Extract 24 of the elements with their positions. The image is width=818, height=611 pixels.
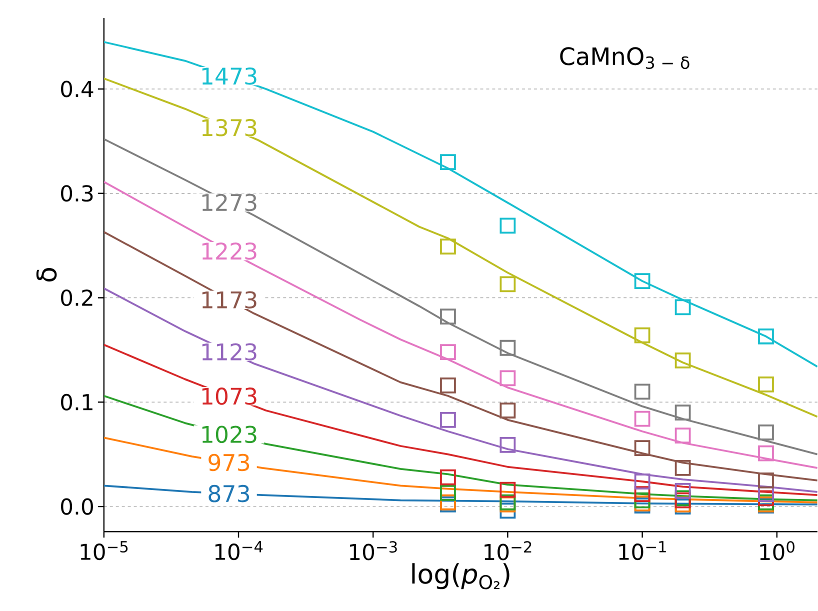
series-label: 1273	[202, 194, 256, 212]
annotation: CaMnO$_{3 − δ}$	[560, 47, 690, 70]
y-tick-label: 0.3	[61, 185, 93, 202]
x-tick-label: 10$^{−5}$	[80, 541, 128, 560]
y-tick-label: 0.2	[61, 290, 92, 306]
series-label: 1023	[202, 426, 256, 444]
x-tick-label: 10$^{−4}$	[215, 541, 263, 560]
series-label: 1473	[202, 68, 256, 85]
y-tick-label: 0.0	[61, 498, 93, 516]
series-label: 1373	[202, 119, 256, 137]
series-label: 873	[208, 485, 250, 502]
x-tick-label: 10$^{0}$	[760, 541, 794, 561]
x-tick-label: 10$^{−3}$	[350, 541, 397, 561]
series-label: 1123	[202, 343, 256, 361]
x-tick-label: 10$^{−1}$	[619, 541, 666, 560]
y-axis-title: δ	[36, 268, 57, 282]
y-tick-label: 0.1	[61, 394, 92, 411]
series-label: 1223	[202, 242, 256, 260]
series-label: 1173	[202, 291, 256, 309]
series-label: 1073	[202, 388, 256, 406]
x-tick-label: 10$^{−2}$	[484, 541, 532, 561]
x-axis-title: log(p$_{O₂}$)	[412, 563, 510, 590]
series-label: 973	[208, 454, 250, 472]
y-tick-label: 0.4	[61, 80, 94, 98]
